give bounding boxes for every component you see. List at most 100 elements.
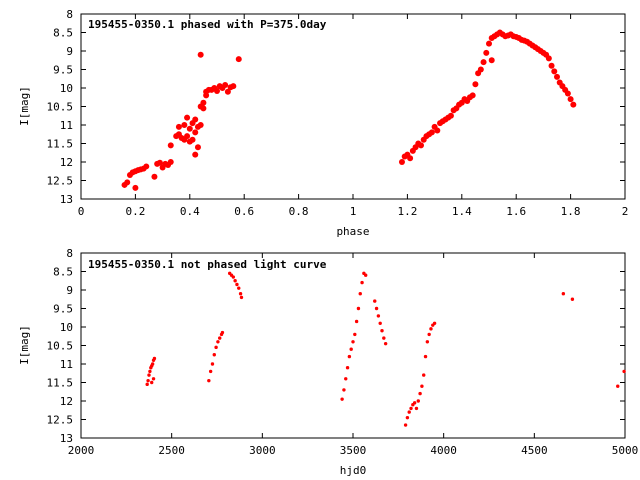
data-point <box>407 155 414 162</box>
data-point <box>239 295 244 300</box>
y-tick-label: 8 <box>66 247 73 260</box>
data-point <box>212 353 216 357</box>
data-point <box>224 88 231 95</box>
y-tick-label: 9 <box>66 45 73 58</box>
x-tick-label: 2500 <box>158 444 185 457</box>
unphased-light-curve-panel: 195455-0350.1 not phased light curve hjd… <box>18 247 638 477</box>
data-point <box>488 57 495 64</box>
data-point <box>124 179 131 186</box>
data-point <box>192 129 199 136</box>
data-point <box>184 114 191 121</box>
data-point <box>551 68 558 75</box>
x-tick-label: 4500 <box>521 444 548 457</box>
y-tick-label: 9 <box>66 284 73 297</box>
data-point <box>145 382 149 387</box>
x-tick-label: 2000 <box>68 444 95 457</box>
data-point <box>427 332 431 337</box>
data-point <box>480 59 487 66</box>
data-point <box>342 388 346 392</box>
data-point <box>151 173 158 180</box>
data-point <box>184 133 191 140</box>
data-point <box>548 62 555 69</box>
y-tick-label: 13 <box>60 193 73 206</box>
chart-title: 195455-0350.1 not phased light curve <box>88 258 327 271</box>
y-tick-label: 10 <box>60 82 73 95</box>
data-point <box>570 297 575 301</box>
data-point <box>167 159 174 165</box>
data-point <box>186 125 193 132</box>
y-tick-label: 8 <box>66 8 73 21</box>
y-axis-label: I[mag] <box>18 86 31 126</box>
data-point <box>230 83 237 90</box>
y-tick-label: 10 <box>60 321 73 334</box>
data-point <box>214 345 218 350</box>
data-point <box>567 96 574 103</box>
y-tick-label: 10.5 <box>47 340 74 353</box>
x-tick-label: 0.4 <box>180 205 200 218</box>
y-tick-label: 11.5 <box>47 138 74 151</box>
data-point <box>347 354 352 359</box>
y-tick-label: 12.5 <box>47 175 74 188</box>
data-point <box>218 336 222 340</box>
data-point <box>418 391 422 396</box>
data-point <box>192 151 199 158</box>
x-tick-label: 2 <box>622 205 629 218</box>
data-point <box>447 112 454 119</box>
data-point <box>374 306 379 311</box>
data-point <box>383 341 388 346</box>
data-points <box>145 271 626 427</box>
axis-ticks: 0 0.2 0.4 0.6 0.8 1 1.2 1.4 1.6 1.8 2 8 8.5 9 9.5 10 10.… <box>47 8 629 218</box>
data-point <box>167 142 174 149</box>
data-point <box>216 340 220 344</box>
axis-ticks: 2000 2500 3000 3500 4000 4500 5000 8 8.5 9 9.5 10 10… <box>47 247 639 457</box>
y-tick-label: 8.5 <box>53 266 73 279</box>
data-point <box>423 354 428 359</box>
x-tick-label: 3000 <box>249 444 276 457</box>
x-tick-label: 0.6 <box>234 205 254 218</box>
x-tick-label: 3500 <box>340 444 367 457</box>
data-point <box>235 282 239 287</box>
data-point <box>237 286 241 290</box>
data-point <box>150 380 154 385</box>
data-point <box>354 319 359 324</box>
data-point <box>380 329 384 333</box>
x-tick-label: 1.2 <box>397 205 417 218</box>
data-point <box>358 292 362 296</box>
plot-frame <box>80 13 626 200</box>
data-point <box>622 369 626 374</box>
x-tick-label: 5000 <box>612 444 639 457</box>
data-point <box>418 142 424 149</box>
data-point <box>363 273 368 277</box>
data-point <box>197 122 204 128</box>
data-point <box>143 163 150 170</box>
data-point <box>231 275 236 279</box>
data-point <box>344 377 348 381</box>
data-point <box>132 184 139 191</box>
data-point <box>409 406 413 411</box>
data-point <box>210 362 215 366</box>
data-point <box>428 129 435 136</box>
data-point <box>554 73 560 80</box>
data-point <box>398 159 405 165</box>
x-tick-label: 1.6 <box>506 205 526 218</box>
plot-frame <box>80 252 626 439</box>
data-point <box>351 340 355 344</box>
data-point <box>486 40 492 47</box>
data-point <box>360 280 364 285</box>
data-point <box>356 306 361 311</box>
data-point <box>382 336 386 340</box>
data-point <box>376 314 381 318</box>
y-axis-label: I[mag] <box>18 325 31 365</box>
x-tick-label: 0 <box>78 205 85 218</box>
data-point <box>561 292 566 296</box>
data-point <box>181 122 188 128</box>
data-point <box>151 377 156 381</box>
data-point <box>194 144 201 151</box>
data-point <box>148 369 152 374</box>
y-tick-label: 9.5 <box>53 303 73 316</box>
data-point <box>345 366 350 370</box>
data-point <box>432 321 437 325</box>
data-point <box>150 362 155 366</box>
chart-title: 195455-0350.1 phased with P=375.0day <box>88 18 327 31</box>
